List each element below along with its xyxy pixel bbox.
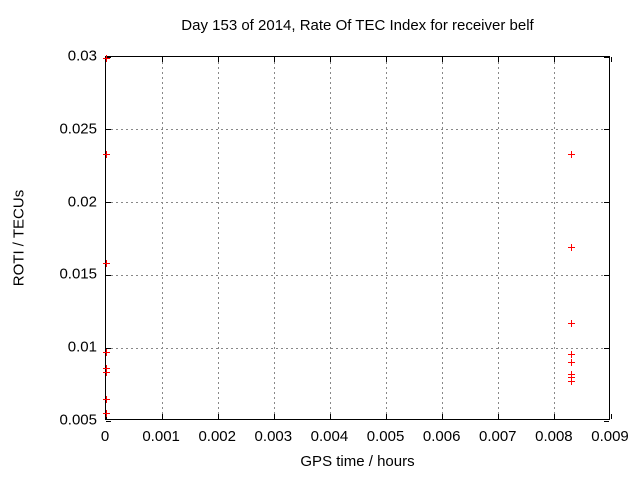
y-tick-label: 0.02 bbox=[67, 193, 97, 211]
gridline-horizontal bbox=[106, 347, 609, 349]
y-tick-label: 0.03 bbox=[67, 47, 97, 65]
axis-tick-left bbox=[106, 420, 111, 422]
data-point-marker bbox=[568, 378, 576, 386]
axis-tick-top bbox=[610, 57, 612, 62]
gridline-vertical bbox=[386, 57, 388, 419]
gridline-vertical bbox=[273, 57, 275, 419]
axis-tick-top bbox=[386, 57, 388, 62]
data-point-marker bbox=[568, 373, 576, 381]
x-tick-label: 0.007 bbox=[478, 428, 517, 445]
data-point-marker bbox=[568, 244, 576, 252]
x-axis-label: GPS time / hours bbox=[300, 453, 415, 470]
data-point-marker bbox=[102, 54, 110, 62]
axis-tick-top bbox=[329, 57, 331, 62]
x-tick-label: 0.006 bbox=[422, 428, 461, 445]
x-tick-label: 0.002 bbox=[198, 428, 236, 445]
data-point-marker bbox=[102, 395, 110, 403]
axis-tick-left bbox=[106, 202, 111, 204]
axis-tick-left bbox=[106, 274, 111, 276]
axis-tick-top bbox=[442, 57, 444, 62]
axis-tick-top bbox=[217, 57, 219, 62]
data-point-marker bbox=[568, 350, 576, 358]
x-tick-label: 0.004 bbox=[310, 428, 349, 445]
y-tick-label: 0.01 bbox=[67, 338, 97, 356]
data-point-marker bbox=[102, 410, 110, 418]
gridline-vertical bbox=[161, 57, 163, 419]
axis-tick-bottom bbox=[554, 414, 556, 419]
gridline-horizontal bbox=[106, 129, 609, 131]
axis-tick-bottom bbox=[161, 414, 163, 419]
axis-tick-left bbox=[106, 129, 111, 131]
data-point-marker bbox=[102, 365, 110, 373]
y-tick-label: 0.015 bbox=[59, 265, 97, 283]
data-point-marker bbox=[102, 369, 110, 377]
axis-tick-right bbox=[604, 420, 609, 422]
axis-tick-right bbox=[604, 347, 609, 349]
axis-tick-top bbox=[273, 57, 275, 62]
axis-tick-left bbox=[106, 56, 111, 58]
axis-tick-right bbox=[604, 56, 609, 58]
axis-tick-bottom bbox=[498, 414, 500, 419]
gridline-vertical bbox=[329, 57, 331, 419]
axis-tick-bottom bbox=[610, 414, 612, 419]
y-tick-label: 0.025 bbox=[59, 120, 97, 138]
data-point-marker bbox=[102, 260, 110, 268]
data-point-marker bbox=[568, 151, 576, 159]
axis-tick-top bbox=[161, 57, 163, 62]
data-point-marker bbox=[102, 349, 110, 357]
gridline-vertical bbox=[217, 57, 219, 419]
x-tick-label: 0.005 bbox=[366, 428, 405, 445]
data-point-marker bbox=[568, 359, 576, 367]
axis-tick-bottom bbox=[442, 414, 444, 419]
data-point-marker bbox=[568, 319, 576, 327]
chart-title: Day 153 of 2014, Rate Of TEC Index for r… bbox=[181, 17, 534, 34]
gridline-horizontal bbox=[106, 274, 609, 276]
axis-tick-bottom bbox=[329, 414, 331, 419]
axis-tick-left bbox=[106, 347, 111, 349]
axis-tick-bottom bbox=[217, 414, 219, 419]
y-tick-label: 0.005 bbox=[59, 411, 97, 429]
axis-tick-right bbox=[604, 202, 609, 204]
axis-tick-top bbox=[554, 57, 556, 62]
axis-tick-right bbox=[604, 274, 609, 276]
axis-tick-bottom bbox=[273, 414, 275, 419]
x-tick-label: 0 bbox=[100, 428, 110, 445]
x-tick-label: 0.008 bbox=[535, 428, 573, 445]
x-tick-label: 0.001 bbox=[142, 428, 180, 445]
gridline-vertical bbox=[498, 57, 500, 419]
gridline-horizontal bbox=[106, 202, 609, 204]
x-tick-label: 0.009 bbox=[591, 428, 629, 445]
gridline-vertical bbox=[442, 57, 444, 419]
axis-tick-bottom bbox=[386, 414, 388, 419]
axis-tick-right bbox=[604, 129, 609, 131]
gridline-vertical bbox=[554, 57, 556, 419]
data-point-marker bbox=[102, 151, 110, 159]
plot-area bbox=[102, 54, 612, 422]
axis-tick-top bbox=[498, 57, 500, 62]
x-tick-label: 0.003 bbox=[254, 428, 293, 445]
